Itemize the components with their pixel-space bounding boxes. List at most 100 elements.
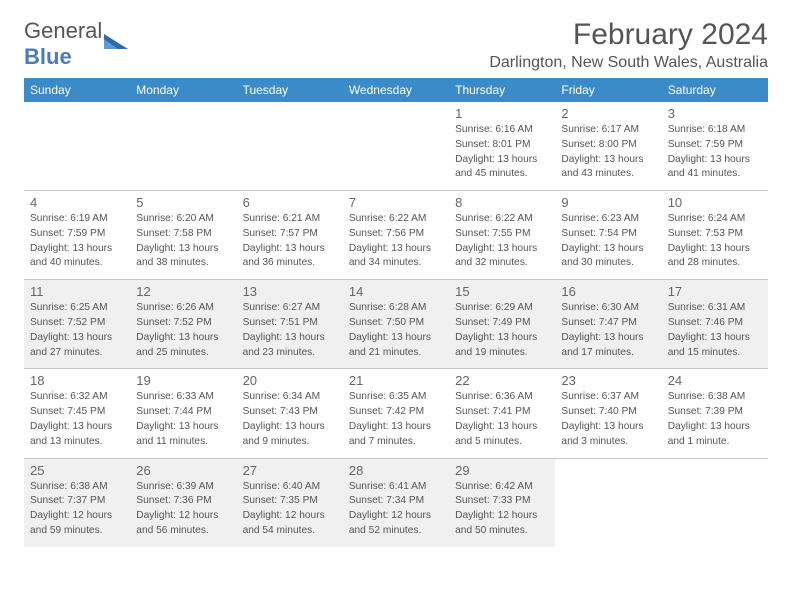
- day-info: Sunrise: 6:16 AMSunset: 8:01 PMDaylight:…: [455, 123, 549, 182]
- day-info: Sunrise: 6:18 AMSunset: 7:59 PMDaylight:…: [668, 123, 762, 182]
- day-number: 18: [30, 373, 124, 388]
- sunrise-line: Sunrise: 6:40 AM: [243, 480, 337, 495]
- calendar-cell: 8Sunrise: 6:22 AMSunset: 7:55 PMDaylight…: [449, 191, 555, 280]
- daylight-line: Daylight: 13 hours and 21 minutes.: [349, 331, 443, 361]
- day-info: Sunrise: 6:24 AMSunset: 7:53 PMDaylight:…: [668, 212, 762, 271]
- day-number: 6: [243, 195, 337, 210]
- sunrise-line: Sunrise: 6:33 AM: [136, 390, 230, 405]
- calendar-body: 1Sunrise: 6:16 AMSunset: 8:01 PMDaylight…: [24, 102, 768, 547]
- sunrise-line: Sunrise: 6:31 AM: [668, 301, 762, 316]
- sunset-line: Sunset: 7:52 PM: [30, 316, 124, 331]
- daylight-line: Daylight: 12 hours and 54 minutes.: [243, 509, 337, 539]
- day-info: Sunrise: 6:42 AMSunset: 7:33 PMDaylight:…: [455, 480, 549, 539]
- day-number: 23: [561, 373, 655, 388]
- header: General Blue February 2024 Darlington, N…: [24, 18, 768, 72]
- day-info: Sunrise: 6:29 AMSunset: 7:49 PMDaylight:…: [455, 301, 549, 360]
- calendar-cell: 23Sunrise: 6:37 AMSunset: 7:40 PMDayligh…: [555, 369, 661, 458]
- logo-text: General Blue: [24, 18, 102, 70]
- sunset-line: Sunset: 7:52 PM: [136, 316, 230, 331]
- day-header: Thursday: [449, 78, 555, 102]
- sunrise-line: Sunrise: 6:22 AM: [455, 212, 549, 227]
- location: Darlington, New South Wales, Australia: [489, 54, 768, 72]
- calendar-cell: 26 Sunrise: 6:39 AMSunset: 7:36 PMDayligh…: [130, 458, 236, 547]
- sunrise-line: Sunrise: 6:25 AM: [30, 301, 124, 316]
- daylight-line: Daylight: 13 hours and 28 minutes.: [668, 242, 762, 272]
- sunset-line: Sunset: 7:47 PM: [561, 316, 655, 331]
- daylight-line: Daylight: 13 hours and 41 minutes.: [668, 153, 762, 183]
- daylight-line: Daylight: 13 hours and 1 minute.: [668, 420, 762, 450]
- calendar-week: 18Sunrise: 6:32 AMSunset: 7:45 PMDayligh…: [24, 369, 768, 458]
- day-info: Sunrise: 6:30 AMSunset: 7:47 PMDaylight:…: [561, 301, 655, 360]
- day-number: 11: [30, 284, 124, 299]
- calendar-cell: 10Sunrise: 6:24 AMSunset: 7:53 PMDayligh…: [662, 191, 768, 280]
- daylight-line: Daylight: 13 hours and 43 minutes.: [561, 153, 655, 183]
- calendar-cell: 14Sunrise: 6:28 AMSunset: 7:50 PMDayligh…: [343, 280, 449, 369]
- sunset-line: Sunset: 7:53 PM: [668, 227, 762, 242]
- day-info: Sunrise: 6:35 AMSunset: 7:42 PMDaylight:…: [349, 390, 443, 449]
- calendar-cell: 17Sunrise: 6:31 AMSunset: 7:46 PMDayligh…: [662, 280, 768, 369]
- sunrise-line: Sunrise: 6:16 AM: [455, 123, 549, 138]
- sunset-line: Sunset: 7:46 PM: [668, 316, 762, 331]
- day-info: Sunrise: 6:17 AMSunset: 8:00 PMDaylight:…: [561, 123, 655, 182]
- sunset-line: Sunset: 7:57 PM: [243, 227, 337, 242]
- calendar-cell: 2Sunrise: 6:17 AMSunset: 8:00 PMDaylight…: [555, 102, 661, 191]
- day-header: Tuesday: [237, 78, 343, 102]
- sunrise-line: Sunrise: 6:23 AM: [561, 212, 655, 227]
- calendar-table: SundayMondayTuesdayWednesdayThursdayFrid…: [24, 78, 768, 547]
- logo-triangle-icon: [104, 33, 130, 56]
- daylight-line: Daylight: 12 hours and 50 minutes.: [455, 509, 549, 539]
- month-title: February 2024: [489, 18, 768, 52]
- sunset-line: Sunset: 7:45 PM: [30, 405, 124, 420]
- sunset-line: Sunset: 7:37 PM: [30, 494, 124, 509]
- day-number: 19: [136, 373, 230, 388]
- day-number: 28: [349, 463, 443, 478]
- calendar-cell: 22Sunrise: 6:36 AMSunset: 7:41 PMDayligh…: [449, 369, 555, 458]
- sunrise-line: Sunrise: 6:34 AM: [243, 390, 337, 405]
- sunrise-line: Sunrise: 6:19 AM: [30, 212, 124, 227]
- sunrise-line: Sunrise: 6:36 AM: [455, 390, 549, 405]
- calendar-week: 4Sunrise: 6:19 AMSunset: 7:59 PMDaylight…: [24, 191, 768, 280]
- day-info: Sunrise: 6:22 AMSunset: 7:56 PMDaylight:…: [349, 212, 443, 271]
- calendar-cell: 19Sunrise: 6:33 AMSunset: 7:44 PMDayligh…: [130, 369, 236, 458]
- day-header: Sunday: [24, 78, 130, 102]
- sunrise-line: Sunrise: 6:22 AM: [349, 212, 443, 227]
- sunrise-line: Sunrise: 6:17 AM: [561, 123, 655, 138]
- sunrise-line: Sunrise: 6:30 AM: [561, 301, 655, 316]
- calendar-cell: 3Sunrise: 6:18 AMSunset: 7:59 PMDaylight…: [662, 102, 768, 191]
- day-info: Sunrise: 6:23 AMSunset: 7:54 PMDaylight:…: [561, 212, 655, 271]
- sunset-line: Sunset: 7:50 PM: [349, 316, 443, 331]
- day-header: Saturday: [662, 78, 768, 102]
- daylight-line: Daylight: 13 hours and 15 minutes.: [668, 331, 762, 361]
- day-number: 24: [668, 373, 762, 388]
- day-number: 9: [561, 195, 655, 210]
- sunset-line: Sunset: 7:54 PM: [561, 227, 655, 242]
- sunrise-line: Sunrise: 6:38 AM: [30, 480, 124, 495]
- logo: General Blue: [24, 18, 130, 70]
- day-number: 15: [455, 284, 549, 299]
- calendar-cell: 27Sunrise: 6:40 AMSunset: 7:35 PMDayligh…: [237, 458, 343, 547]
- day-number: 26: [136, 463, 230, 478]
- sunrise-line: Sunrise: 6:26 AM: [136, 301, 230, 316]
- daylight-line: Daylight: 13 hours and 34 minutes.: [349, 242, 443, 272]
- calendar-cell: 16Sunrise: 6:30 AMSunset: 7:47 PMDayligh…: [555, 280, 661, 369]
- day-header: Friday: [555, 78, 661, 102]
- sunset-line: Sunset: 7:49 PM: [455, 316, 549, 331]
- calendar-cell: [662, 458, 768, 547]
- daylight-line: Daylight: 13 hours and 40 minutes.: [30, 242, 124, 272]
- day-number: 22: [455, 373, 549, 388]
- sunrise-line: Sunrise: 6:41 AM: [349, 480, 443, 495]
- calendar-cell: [24, 102, 130, 191]
- sunrise-line: Sunrise: 6:28 AM: [349, 301, 443, 316]
- sunset-line: Sunset: 7:43 PM: [243, 405, 337, 420]
- day-info: Sunrise: 6:20 AMSunset: 7:58 PMDaylight:…: [136, 212, 230, 271]
- sunrise-line: Sunrise: 6:24 AM: [668, 212, 762, 227]
- daylight-line: Daylight: 13 hours and 36 minutes.: [243, 242, 337, 272]
- calendar-cell: 11Sunrise: 6:25 AMSunset: 7:52 PMDayligh…: [24, 280, 130, 369]
- sunrise-line: Sunrise: 6:27 AM: [243, 301, 337, 316]
- calendar-cell: 24Sunrise: 6:38 AMSunset: 7:39 PMDayligh…: [662, 369, 768, 458]
- calendar-cell: 12Sunrise: 6:26 AMSunset: 7:52 PMDayligh…: [130, 280, 236, 369]
- day-info: Sunrise: 6:31 AMSunset: 7:46 PMDaylight:…: [668, 301, 762, 360]
- day-number: 5: [136, 195, 230, 210]
- calendar-cell: 13Sunrise: 6:27 AMSunset: 7:51 PMDayligh…: [237, 280, 343, 369]
- day-info: Sunrise: 6:39 AMSunset: 7:36 PMDaylight:…: [136, 480, 230, 539]
